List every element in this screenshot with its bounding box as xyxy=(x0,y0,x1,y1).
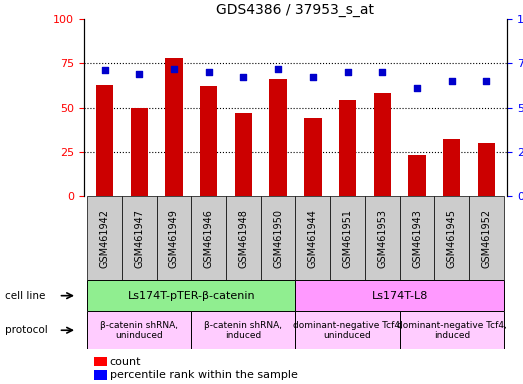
Text: GSM461952: GSM461952 xyxy=(482,209,492,268)
Point xyxy=(448,78,456,84)
Bar xyxy=(191,196,226,280)
Bar xyxy=(200,86,218,196)
Bar xyxy=(330,196,365,280)
Bar xyxy=(96,84,113,196)
Bar xyxy=(469,196,504,280)
Bar xyxy=(295,280,504,311)
Text: β-catenin shRNA,
induced: β-catenin shRNA, induced xyxy=(204,321,282,340)
Text: GSM461950: GSM461950 xyxy=(273,209,283,268)
Text: GSM461946: GSM461946 xyxy=(203,209,214,268)
Text: GSM461945: GSM461945 xyxy=(447,209,457,268)
Bar xyxy=(87,280,295,311)
Text: cell line: cell line xyxy=(5,291,46,301)
Bar xyxy=(400,196,435,280)
Point xyxy=(204,69,213,75)
Bar xyxy=(478,143,495,196)
Text: GSM461943: GSM461943 xyxy=(412,209,422,268)
Text: Ls174T-pTER-β-catenin: Ls174T-pTER-β-catenin xyxy=(128,291,255,301)
Point xyxy=(413,85,421,91)
Bar xyxy=(191,311,295,349)
Bar xyxy=(373,93,391,196)
Bar xyxy=(408,155,426,196)
Text: GSM461944: GSM461944 xyxy=(308,209,318,268)
Point xyxy=(170,66,178,72)
Text: GSM461953: GSM461953 xyxy=(377,209,388,268)
Text: dominant-negative Tcf4,
uninduced: dominant-negative Tcf4, uninduced xyxy=(293,321,403,340)
Point xyxy=(482,78,491,84)
Bar xyxy=(235,113,252,196)
Point xyxy=(344,69,352,75)
Bar xyxy=(435,196,469,280)
Text: dominant-negative Tcf4,
induced: dominant-negative Tcf4, induced xyxy=(397,321,507,340)
Bar xyxy=(165,58,183,196)
Point xyxy=(100,67,109,73)
Bar xyxy=(226,196,261,280)
Bar xyxy=(87,196,122,280)
Point xyxy=(378,69,386,75)
Bar xyxy=(365,196,400,280)
Bar xyxy=(122,196,156,280)
Bar xyxy=(443,139,460,196)
Bar xyxy=(156,196,191,280)
Point xyxy=(274,66,282,72)
Bar xyxy=(295,196,330,280)
Bar xyxy=(269,79,287,196)
Bar xyxy=(400,311,504,349)
Bar xyxy=(87,311,191,349)
Point xyxy=(135,71,143,77)
Text: Ls174T-L8: Ls174T-L8 xyxy=(371,291,428,301)
Point xyxy=(309,74,317,81)
Text: GSM461942: GSM461942 xyxy=(99,209,109,268)
Title: GDS4386 / 37953_s_at: GDS4386 / 37953_s_at xyxy=(217,3,374,17)
Text: GSM461947: GSM461947 xyxy=(134,209,144,268)
Text: GSM461951: GSM461951 xyxy=(343,209,353,268)
Bar xyxy=(339,101,356,196)
Text: β-catenin shRNA,
uninduced: β-catenin shRNA, uninduced xyxy=(100,321,178,340)
Text: protocol: protocol xyxy=(5,325,48,335)
Text: GSM461948: GSM461948 xyxy=(238,209,248,268)
Text: percentile rank within the sample: percentile rank within the sample xyxy=(110,370,298,381)
Text: GSM461949: GSM461949 xyxy=(169,209,179,268)
Bar xyxy=(295,311,400,349)
Bar xyxy=(131,108,148,196)
Text: count: count xyxy=(110,356,141,367)
Bar xyxy=(304,118,322,196)
Point xyxy=(239,74,247,81)
Bar xyxy=(261,196,295,280)
